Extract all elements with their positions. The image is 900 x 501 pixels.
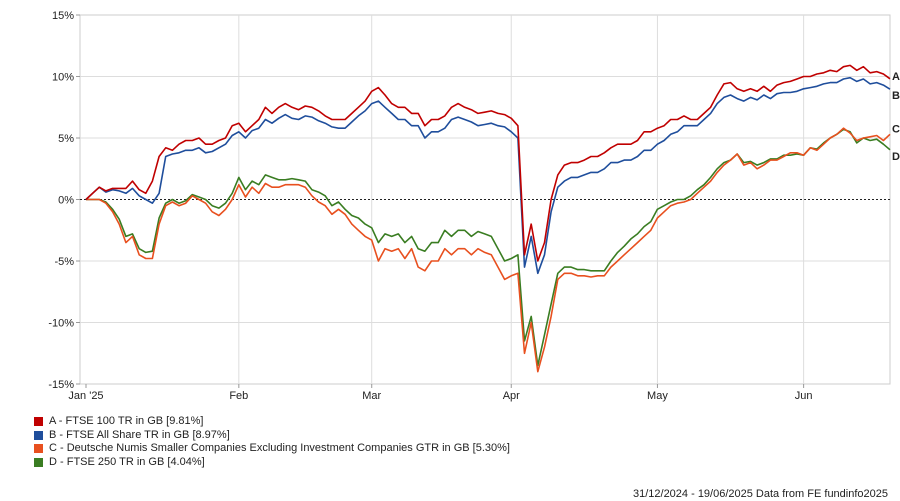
series-line-b xyxy=(85,76,891,275)
chart-plot: 15% 10% 5% 0% -5% -10% -15%Jan '25 Feb Mar Apr May… xyxy=(48,10,900,402)
series-line-a xyxy=(85,64,891,262)
series-end-labels: AB C D xyxy=(892,71,900,163)
series-line-c xyxy=(86,127,891,373)
legend-swatch xyxy=(34,430,43,440)
series-end-label-b: B xyxy=(892,90,900,102)
y-tick-label: 10% xyxy=(52,72,74,84)
series-line-d xyxy=(86,128,891,367)
y-tick-label: 0% xyxy=(58,195,74,207)
x-tick-label: Feb xyxy=(229,390,248,402)
legend-label: B - FTSE All Share TR in GB [8.97%] xyxy=(49,428,230,441)
legend-label: A - FTSE 100 TR in GB [9.81%] xyxy=(49,415,204,428)
x-tick-label: Apr xyxy=(503,390,520,402)
legend-swatch xyxy=(34,457,43,467)
x-tick-label: Jun xyxy=(795,390,813,402)
grid xyxy=(79,14,891,385)
series-end-label-c: C xyxy=(892,123,900,135)
x-tick-label: Jan '25 xyxy=(68,390,103,402)
legend-label: D - FTSE 250 TR in GB [4.04%] xyxy=(49,455,205,468)
y-tick-label: -5% xyxy=(54,256,74,268)
legend-item-d: D - FTSE 250 TR in GB [4.04%] xyxy=(34,456,510,470)
legend-item-b: B - FTSE All Share TR in GB [8.97%] xyxy=(34,429,510,443)
series-lines xyxy=(85,64,891,373)
legend-item-c: C - Deutsche Numis Smaller Companies Exc… xyxy=(34,442,510,456)
legend-item-a: A - FTSE 100 TR in GB [9.81%] xyxy=(34,415,510,429)
footer-source: 31/12/2024 - 19/06/2025 Data from FE fun… xyxy=(632,488,888,500)
legend-swatch xyxy=(34,417,43,427)
x-tick-label: May xyxy=(647,390,668,402)
legend: A - FTSE 100 TR in GB [9.81%] B - FTSE Al… xyxy=(34,415,510,469)
series-end-label-d: D xyxy=(892,151,900,163)
series-end-label-a: A xyxy=(892,71,900,83)
x-tick-label: Mar xyxy=(362,390,381,402)
legend-label: C - Deutsche Numis Smaller Companies Exc… xyxy=(49,442,510,455)
y-tick-label: -10% xyxy=(48,318,74,330)
legend-swatch xyxy=(34,444,43,454)
y-tick-label: -15% xyxy=(48,379,74,391)
axes: 15% 10% 5% 0% -5% -10% -15%Jan '25 Feb Mar Apr May… xyxy=(48,10,812,402)
y-tick-label: 5% xyxy=(58,133,74,145)
y-tick-label: 15% xyxy=(52,10,74,22)
